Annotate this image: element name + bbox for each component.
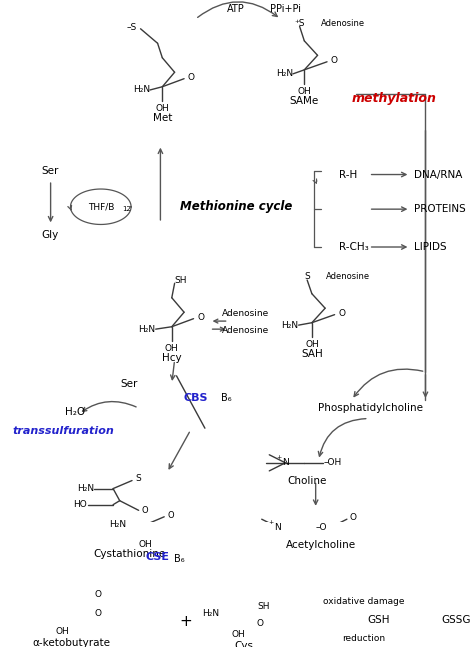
Text: S: S <box>136 474 142 483</box>
Text: S: S <box>304 272 310 281</box>
Text: H₂N: H₂N <box>109 520 127 529</box>
Text: SH: SH <box>174 276 187 285</box>
Text: H₂O: H₂O <box>64 407 85 417</box>
Text: O: O <box>94 591 101 599</box>
Text: 12: 12 <box>123 206 131 212</box>
Text: ATP: ATP <box>227 5 245 14</box>
Text: Phosphatidylcholine: Phosphatidylcholine <box>318 403 423 413</box>
Text: B₆: B₆ <box>173 554 184 564</box>
Text: Methionine cycle: Methionine cycle <box>180 200 292 214</box>
Text: –OH: –OH <box>323 458 341 467</box>
Text: N: N <box>274 523 281 532</box>
Text: ⁺: ⁺ <box>269 520 274 530</box>
Text: HO: HO <box>73 500 87 509</box>
Text: Acetylcholine: Acetylcholine <box>286 540 356 550</box>
Text: Cys: Cys <box>234 641 253 647</box>
Text: Choline: Choline <box>287 476 327 486</box>
Text: DNA/RNA: DNA/RNA <box>414 170 463 179</box>
Text: –S: –S <box>127 23 137 32</box>
Text: reduction: reduction <box>342 633 385 642</box>
Text: methylation: methylation <box>352 91 437 105</box>
Text: SAH: SAH <box>301 349 323 359</box>
Text: R-H: R-H <box>339 170 357 179</box>
Text: OH: OH <box>155 104 169 113</box>
Text: H₂N: H₂N <box>282 321 299 329</box>
Text: Adenosine: Adenosine <box>326 272 370 281</box>
Text: PROTEINS: PROTEINS <box>414 204 466 214</box>
Text: R-CH₃: R-CH₃ <box>339 242 369 252</box>
Text: Cystathionine: Cystathionine <box>93 549 165 559</box>
Text: +: + <box>180 614 192 629</box>
Text: OH: OH <box>305 340 319 349</box>
Text: O: O <box>257 619 264 628</box>
Text: SAMe: SAMe <box>290 96 319 105</box>
Text: GSH: GSH <box>367 615 390 625</box>
Text: Ser: Ser <box>41 166 58 175</box>
Text: Met: Met <box>153 113 172 122</box>
Text: O: O <box>338 309 346 318</box>
Text: H₂N: H₂N <box>276 69 293 78</box>
Text: CBS: CBS <box>183 393 208 403</box>
Text: O: O <box>141 506 148 515</box>
Text: O: O <box>94 609 101 618</box>
Text: OH: OH <box>138 540 152 549</box>
Text: B₆: B₆ <box>221 393 232 403</box>
Text: transsulfuration: transsulfuration <box>13 426 115 435</box>
Text: N: N <box>282 458 289 467</box>
Text: H₂N: H₂N <box>138 325 155 334</box>
Text: GSSG: GSSG <box>442 615 471 625</box>
Text: Ser: Ser <box>120 379 138 389</box>
Text: THF/B: THF/B <box>88 203 114 211</box>
Text: O: O <box>188 72 195 82</box>
Text: α-ketobutyrate: α-ketobutyrate <box>32 637 110 647</box>
Text: oxidative damage: oxidative damage <box>323 597 405 606</box>
Text: H₂N: H₂N <box>133 85 150 94</box>
Text: H₂N: H₂N <box>202 609 219 618</box>
Text: Gly: Gly <box>41 230 58 240</box>
Text: Adenosine: Adenosine <box>222 309 269 318</box>
Text: O: O <box>331 56 338 65</box>
Text: Adenosine: Adenosine <box>222 326 269 335</box>
Text: PPi+Pi: PPi+Pi <box>270 5 301 14</box>
Text: LIPIDS: LIPIDS <box>414 242 447 252</box>
Text: OH: OH <box>231 630 245 639</box>
Text: SH: SH <box>257 602 270 611</box>
Text: O: O <box>197 313 204 322</box>
Text: ⁺: ⁺ <box>276 455 282 465</box>
Text: H₂N: H₂N <box>77 484 94 493</box>
Text: ⁺S: ⁺S <box>294 19 305 28</box>
Text: –O: –O <box>316 523 327 532</box>
Text: Adenosine: Adenosine <box>321 19 365 28</box>
Text: O: O <box>350 513 357 522</box>
Text: OH: OH <box>297 87 311 96</box>
Text: OH: OH <box>55 627 69 636</box>
Text: OH: OH <box>165 344 179 353</box>
Text: CSE: CSE <box>145 552 169 562</box>
Text: O: O <box>167 510 173 520</box>
Text: Hcy: Hcy <box>162 353 182 364</box>
